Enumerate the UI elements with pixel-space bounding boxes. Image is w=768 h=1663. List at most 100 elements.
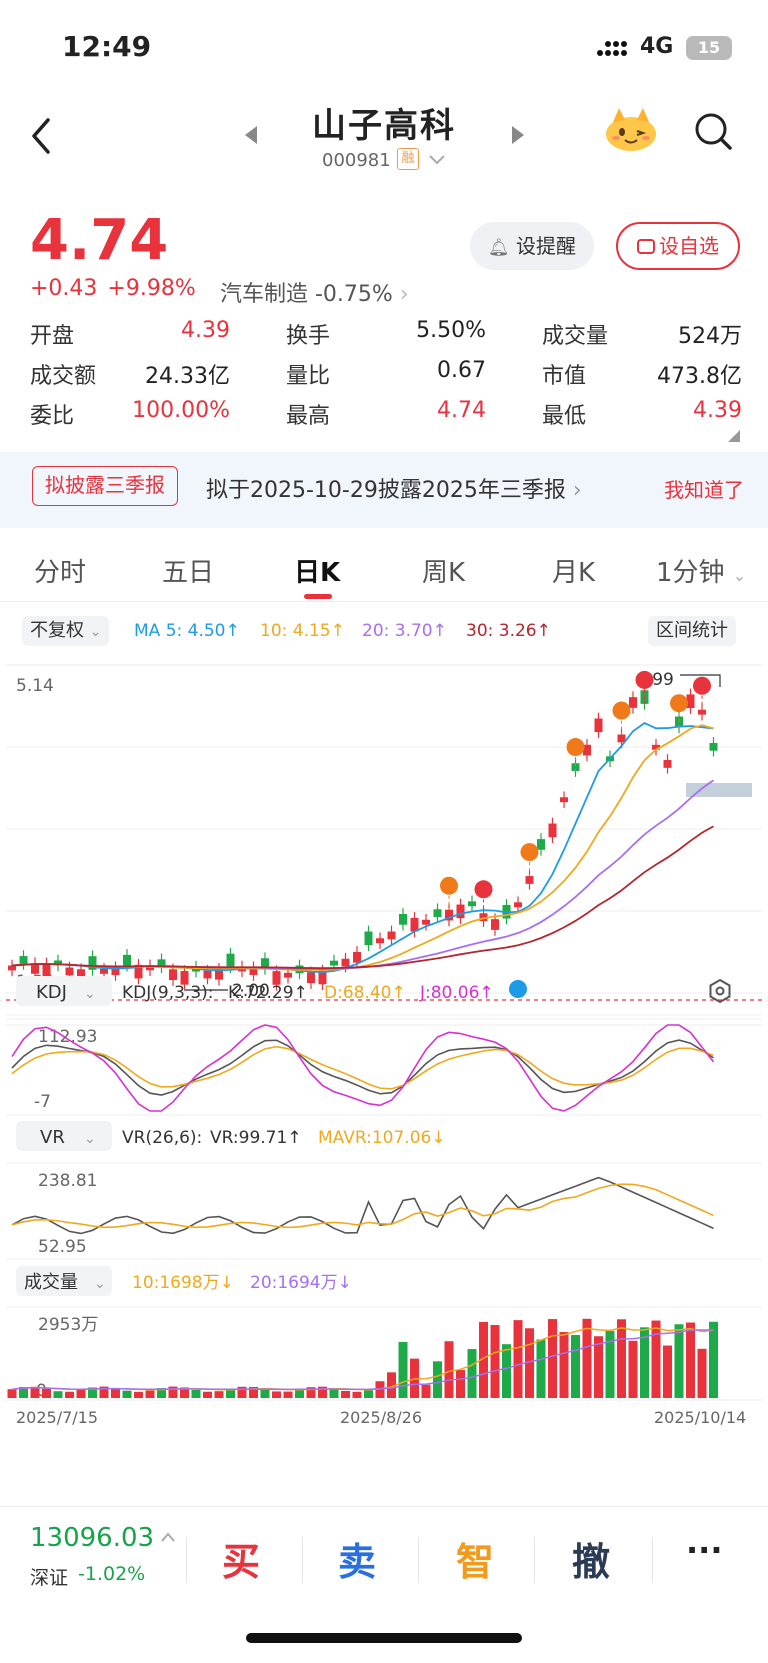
tab-underline [304, 594, 332, 599]
candle-body [433, 909, 442, 918]
expand-corner-icon[interactable] [728, 430, 740, 442]
chevron-up-icon[interactable] [160, 1531, 176, 1543]
tab-monthly-k[interactable]: 月K [552, 558, 596, 588]
svg-text:⌄: ⌄ [94, 1276, 106, 1292]
candle-body [422, 919, 430, 925]
candle-body [226, 953, 235, 968]
vr-line [11, 1176, 714, 1235]
stat-item: 开盘 4.39 [30, 318, 230, 350]
kdj-dropdown-label: KDJ [36, 982, 67, 1003]
back-arrow-icon[interactable] [28, 116, 54, 156]
tab-intraday[interactable]: 分时 [34, 558, 87, 588]
volume-bar [536, 1339, 546, 1398]
next-stock-icon[interactable] [510, 124, 526, 146]
volume-bar [226, 1388, 235, 1398]
divider [652, 1537, 653, 1583]
tab-daily-k[interactable]: 日K [294, 558, 341, 588]
chat-icon [637, 239, 655, 254]
candle-body [249, 967, 258, 975]
bell-icon: 🔔︎ [488, 238, 510, 258]
chevron-down-icon[interactable] [428, 154, 446, 166]
candle-body [272, 971, 281, 985]
cancel-order-button[interactable]: 撤 [572, 1540, 611, 1584]
sell-button[interactable]: 卖 [338, 1540, 377, 1584]
volume-bar [398, 1341, 408, 1398]
add-watchlist-button[interactable]: 设自选 [616, 222, 740, 270]
index-value[interactable]: 13096.03 [30, 1523, 155, 1553]
vr-params: VR(26,6): [122, 1128, 202, 1148]
candle-body [180, 971, 189, 985]
volume-bar [42, 1388, 51, 1398]
bottom-trade-bar: 13096.03 深证 -1.02% 买 卖 智 撤 ··· [0, 1506, 768, 1606]
home-indicator [246, 1633, 522, 1643]
more-button[interactable]: ··· [686, 1531, 723, 1569]
stat-label: 量比 [286, 364, 331, 389]
tab-minute[interactable]: 1分钟 ⌄ [656, 558, 747, 588]
mavr-value: MAVR:107.06↓ [318, 1128, 446, 1148]
volume-bar [697, 1348, 707, 1398]
prev-stock-icon[interactable] [243, 124, 259, 146]
kline-chart-area[interactable]: 5.14 1.85 2.00 4.99 KDJ ⌄ KDJ(9,3,3): K:… [0, 655, 768, 1505]
candlestick-series [8, 684, 718, 991]
volume-bar [19, 1386, 28, 1398]
sector-label: 汽车制造 -0.75% [220, 282, 393, 307]
volume-bar [329, 1388, 339, 1398]
stat-value: 5.50% [416, 318, 486, 343]
search-icon[interactable] [694, 112, 734, 152]
stock-name: 山子高科 [312, 106, 456, 146]
set-reminder-button[interactable]: 🔔︎ 设提醒 [470, 222, 594, 270]
candle-body [31, 963, 39, 974]
adjust-label: 不复权 [30, 620, 84, 641]
change-amount: +0.43 [30, 276, 98, 301]
signal-marker [440, 876, 458, 895]
vr-dropdown[interactable] [16, 1121, 112, 1151]
volume-bar [237, 1386, 247, 1398]
vr-dropdown-label: VR [40, 1127, 65, 1148]
vr-value: VR:99.71↑ [210, 1128, 302, 1148]
candle-body [629, 697, 637, 708]
candle-body [410, 917, 419, 932]
smart-button[interactable]: 智 [456, 1540, 495, 1584]
change-percent: +9.98% [107, 276, 196, 301]
adjust-dropdown[interactable]: 不复权 ⌄ [22, 616, 110, 646]
ma-line-30 [11, 825, 714, 970]
tab-weekly-k[interactable]: 周K [422, 558, 466, 588]
volume-bar [76, 1389, 86, 1398]
candle-body [65, 967, 74, 976]
volume-dropdown-label: 成交量 [24, 1272, 78, 1293]
sector-link[interactable]: 汽车制造 -0.75% › [220, 282, 409, 307]
kdj-k-value: K:72.29↑ [228, 983, 308, 1003]
volume-ma20: 20:1694万↓ [250, 1273, 352, 1293]
volume-bar [157, 1388, 166, 1398]
volume-dropdown[interactable] [16, 1266, 112, 1296]
volume-bar [191, 1389, 201, 1398]
volume-ma-lines [11, 1327, 714, 1391]
candle-body [663, 760, 672, 768]
stat-item: 换手 5.50% [286, 318, 486, 350]
candle-body [318, 970, 327, 985]
buy-button[interactable]: 买 [222, 1540, 261, 1584]
status-time: 12:49 [62, 30, 152, 63]
candle-body [686, 694, 695, 709]
signal-icon [597, 41, 627, 56]
stat-value: 4.74 [437, 398, 486, 423]
kdj-params: KDJ(9,3,3): [122, 983, 214, 1003]
candle-body [157, 959, 166, 968]
kdj-dropdown[interactable] [16, 976, 112, 1006]
volume-bar [168, 1386, 178, 1398]
signal-marker [612, 701, 631, 720]
candle-body [514, 902, 522, 908]
candle-body [88, 956, 97, 970]
candle-body [445, 909, 453, 921]
settings-icon[interactable] [709, 978, 731, 1004]
volume-bar [341, 1390, 350, 1398]
tab-five-day[interactable]: 五日 [162, 558, 215, 588]
range-stats-button[interactable]: 区间统计 [648, 616, 736, 646]
svg-text:⌄: ⌄ [84, 986, 96, 1002]
mascot-icon[interactable] [603, 104, 659, 154]
report-banner[interactable]: 拟披露三季报 拟于2025-10-29披露2025年三季报 › 我知道了 [0, 452, 768, 528]
candle-body [491, 919, 499, 930]
volume-bar [490, 1325, 500, 1398]
dismiss-button[interactable]: 我知道了 [664, 478, 744, 502]
divider [186, 1537, 187, 1583]
